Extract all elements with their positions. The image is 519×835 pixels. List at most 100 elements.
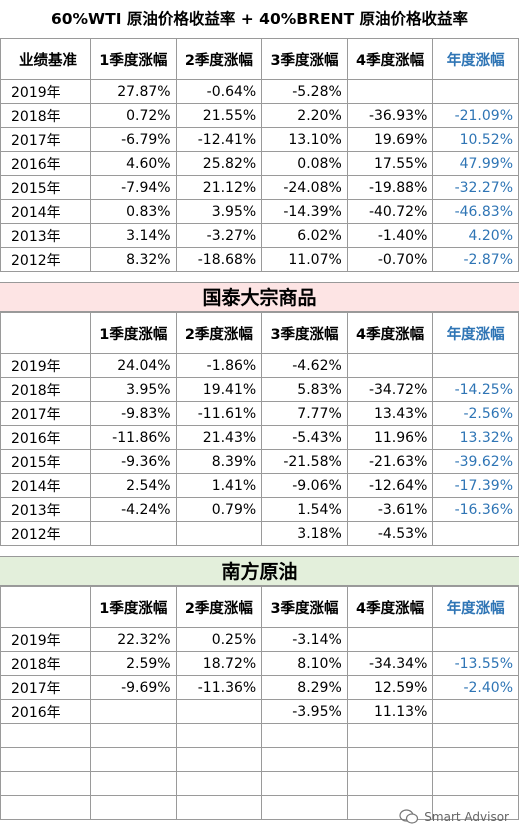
value-cell: -2.87%: [432, 247, 519, 272]
year-cell: 2013年: [0, 223, 91, 248]
value-cell: 27.87%: [90, 79, 177, 104]
value-cell: -3.95%: [261, 699, 348, 724]
value-cell: 1.54%: [261, 497, 348, 522]
header-cell: 业绩基准: [0, 38, 91, 80]
table-row: 2019年 27.87% -0.64% -5.28%: [0, 79, 519, 104]
value-cell: 21.43%: [175, 425, 263, 450]
value-cell: -13.55%: [432, 651, 519, 676]
table-row: 2015年 -7.94% 21.12% -24.08% -19.88% -32.27%: [0, 175, 519, 200]
value-cell: [346, 79, 434, 104]
value-cell: 11.13%: [346, 699, 434, 724]
value-cell: -3.61%: [346, 497, 434, 522]
value-cell: 8.39%: [175, 449, 263, 474]
value-cell: -5.28%: [261, 79, 348, 104]
value-cell: -14.25%: [432, 377, 519, 402]
value-cell: 21.55%: [175, 103, 263, 128]
value-cell: -9.06%: [261, 473, 348, 498]
value-cell: [346, 747, 434, 772]
value-cell: -12.41%: [175, 127, 263, 152]
value-cell: 0.72%: [90, 103, 177, 128]
benchmark-table: 业绩基准 1季度涨幅 2季度涨幅 3季度涨幅 4季度涨幅 年度涨幅 2019年 27.87% -…: [0, 38, 519, 272]
year-cell: 2017年: [0, 401, 91, 426]
year-cell: 2013年: [0, 497, 91, 522]
value-cell: 4.20%: [432, 223, 519, 248]
value-cell: 24.04%: [90, 353, 177, 378]
header-cell: 2季度涨幅: [175, 312, 263, 354]
table-row: 2016年 -3.95% 11.13%: [0, 699, 519, 724]
value-cell: -9.83%: [90, 401, 177, 426]
header-cell: 3季度涨幅: [261, 312, 348, 354]
value-cell: [432, 353, 519, 378]
year-cell: 2016年: [0, 151, 91, 176]
value-cell: 22.32%: [90, 627, 177, 652]
watermark: Smart Advisor: [399, 809, 509, 825]
year-cell: 2015年: [0, 449, 91, 474]
value-cell: -34.72%: [346, 377, 434, 402]
value-cell: 3.18%: [261, 521, 348, 546]
year-cell: 2019年: [0, 353, 91, 378]
header-cell: 4季度涨幅: [346, 38, 434, 80]
value-cell: 1.41%: [175, 473, 263, 498]
year-cell: 2018年: [0, 651, 91, 676]
table-row: [0, 747, 519, 772]
value-cell: -11.36%: [175, 675, 263, 700]
value-cell: -5.43%: [261, 425, 348, 450]
header-cell: 1季度涨幅: [90, 586, 177, 628]
value-cell: -0.64%: [175, 79, 263, 104]
value-cell: [346, 771, 434, 796]
header-cell: 4季度涨幅: [346, 312, 434, 354]
guotai-table: 1季度涨幅 2季度涨幅 3季度涨幅 4季度涨幅 年度涨幅 2019年 24.04% -1.86…: [0, 312, 519, 546]
value-cell: 18.72%: [175, 651, 263, 676]
value-cell: [432, 521, 519, 546]
value-cell: [90, 699, 177, 724]
value-cell: [90, 723, 177, 748]
value-cell: -7.94%: [90, 175, 177, 200]
value-cell: 0.08%: [261, 151, 348, 176]
value-cell: -32.27%: [432, 175, 519, 200]
value-cell: 0.79%: [175, 497, 263, 522]
value-cell: [261, 723, 348, 748]
header-row: 1季度涨幅 2季度涨幅 3季度涨幅 4季度涨幅 年度涨幅: [0, 586, 519, 628]
value-cell: -2.40%: [432, 675, 519, 700]
value-cell: 21.12%: [175, 175, 263, 200]
value-cell: [175, 723, 263, 748]
header-row: 1季度涨幅 2季度涨幅 3季度涨幅 4季度涨幅 年度涨幅: [0, 312, 519, 354]
value-cell: [346, 723, 434, 748]
value-cell: [346, 627, 434, 652]
value-cell: 25.82%: [175, 151, 263, 176]
value-cell: -39.62%: [432, 449, 519, 474]
table-row: 2014年 2.54% 1.41% -9.06% -12.64% -17.39%: [0, 473, 519, 498]
value-cell: 8.10%: [261, 651, 348, 676]
year-cell: 2017年: [0, 675, 91, 700]
header-cell: 1季度涨幅: [90, 38, 177, 80]
value-cell: 2.54%: [90, 473, 177, 498]
table-row: 2017年 -9.69% -11.36% 8.29% 12.59% -2.40%: [0, 675, 519, 700]
value-cell: [175, 521, 263, 546]
value-cell: -9.69%: [90, 675, 177, 700]
value-cell: 2.20%: [261, 103, 348, 128]
header-cell: 3季度涨幅: [261, 586, 348, 628]
value-cell: 13.43%: [346, 401, 434, 426]
value-cell: -24.08%: [261, 175, 348, 200]
year-cell: 2015年: [0, 175, 91, 200]
benchmark-title: 60%WTI 原油价格收益率 + 40%BRENT 原油价格收益率: [50, 10, 469, 28]
year-cell: 2018年: [0, 103, 91, 128]
value-cell: 3.95%: [175, 199, 263, 224]
value-cell: [175, 699, 263, 724]
value-cell: -46.83%: [432, 199, 519, 224]
value-cell: 5.83%: [261, 377, 348, 402]
value-cell: [175, 771, 263, 796]
value-cell: -40.72%: [346, 199, 434, 224]
year-cell: 2012年: [0, 521, 91, 546]
value-cell: 11.96%: [346, 425, 434, 450]
year-cell: [0, 771, 91, 796]
value-cell: 6.02%: [261, 223, 348, 248]
value-cell: [432, 747, 519, 772]
value-cell: 12.59%: [346, 675, 434, 700]
table-row: [0, 795, 519, 820]
value-cell: -36.93%: [346, 103, 434, 128]
header-row: 业绩基准 1季度涨幅 2季度涨幅 3季度涨幅 4季度涨幅 年度涨幅: [0, 38, 519, 80]
value-cell: 7.77%: [261, 401, 348, 426]
value-cell: -3.14%: [261, 627, 348, 652]
value-cell: [432, 79, 519, 104]
